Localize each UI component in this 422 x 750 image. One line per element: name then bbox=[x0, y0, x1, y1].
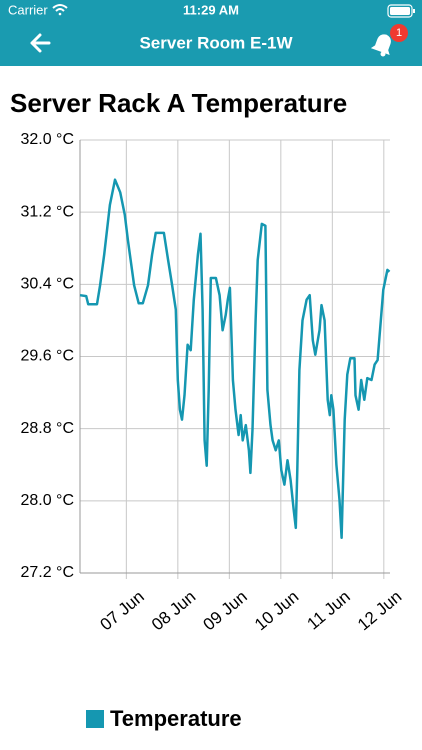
header-background bbox=[0, 0, 422, 66]
x-tick-label: 08 Jun bbox=[148, 587, 199, 634]
wifi-icon bbox=[52, 4, 68, 16]
y-tick-label: 32.0 °C bbox=[20, 131, 74, 148]
y-tick-label: 28.8 °C bbox=[20, 420, 74, 437]
legend-swatch bbox=[86, 710, 104, 728]
temperature-line bbox=[79, 178, 391, 540]
x-tick-label: 07 Jun bbox=[96, 587, 147, 634]
chart-title: Server Rack A Temperature bbox=[10, 88, 347, 118]
screen-title: Server Room E-1W bbox=[139, 33, 293, 52]
back-button[interactable] bbox=[30, 33, 51, 53]
notification-button[interactable]: 1 bbox=[370, 24, 408, 57]
carrier: Carrier bbox=[8, 2, 48, 17]
x-tick-label: 09 Jun bbox=[199, 587, 250, 634]
y-tick-label: 29.6 °C bbox=[20, 348, 74, 365]
x-tick-label: 12 Jun bbox=[354, 587, 405, 634]
x-tick-label: 11 Jun bbox=[303, 587, 353, 634]
badge-count: 1 bbox=[396, 27, 402, 39]
battery-icon bbox=[387, 4, 415, 18]
x-tick-label: 10 Jun bbox=[251, 587, 302, 634]
y-tick-label: 30.4 °C bbox=[20, 276, 74, 293]
y-tick-label: 27.2 °C bbox=[20, 564, 74, 581]
clock: 11:29 AM bbox=[183, 2, 239, 17]
y-tick-label: 31.2 °C bbox=[20, 203, 74, 220]
legend-label: Temperature bbox=[110, 706, 242, 731]
y-tick-label: 28.0 °C bbox=[20, 492, 74, 509]
